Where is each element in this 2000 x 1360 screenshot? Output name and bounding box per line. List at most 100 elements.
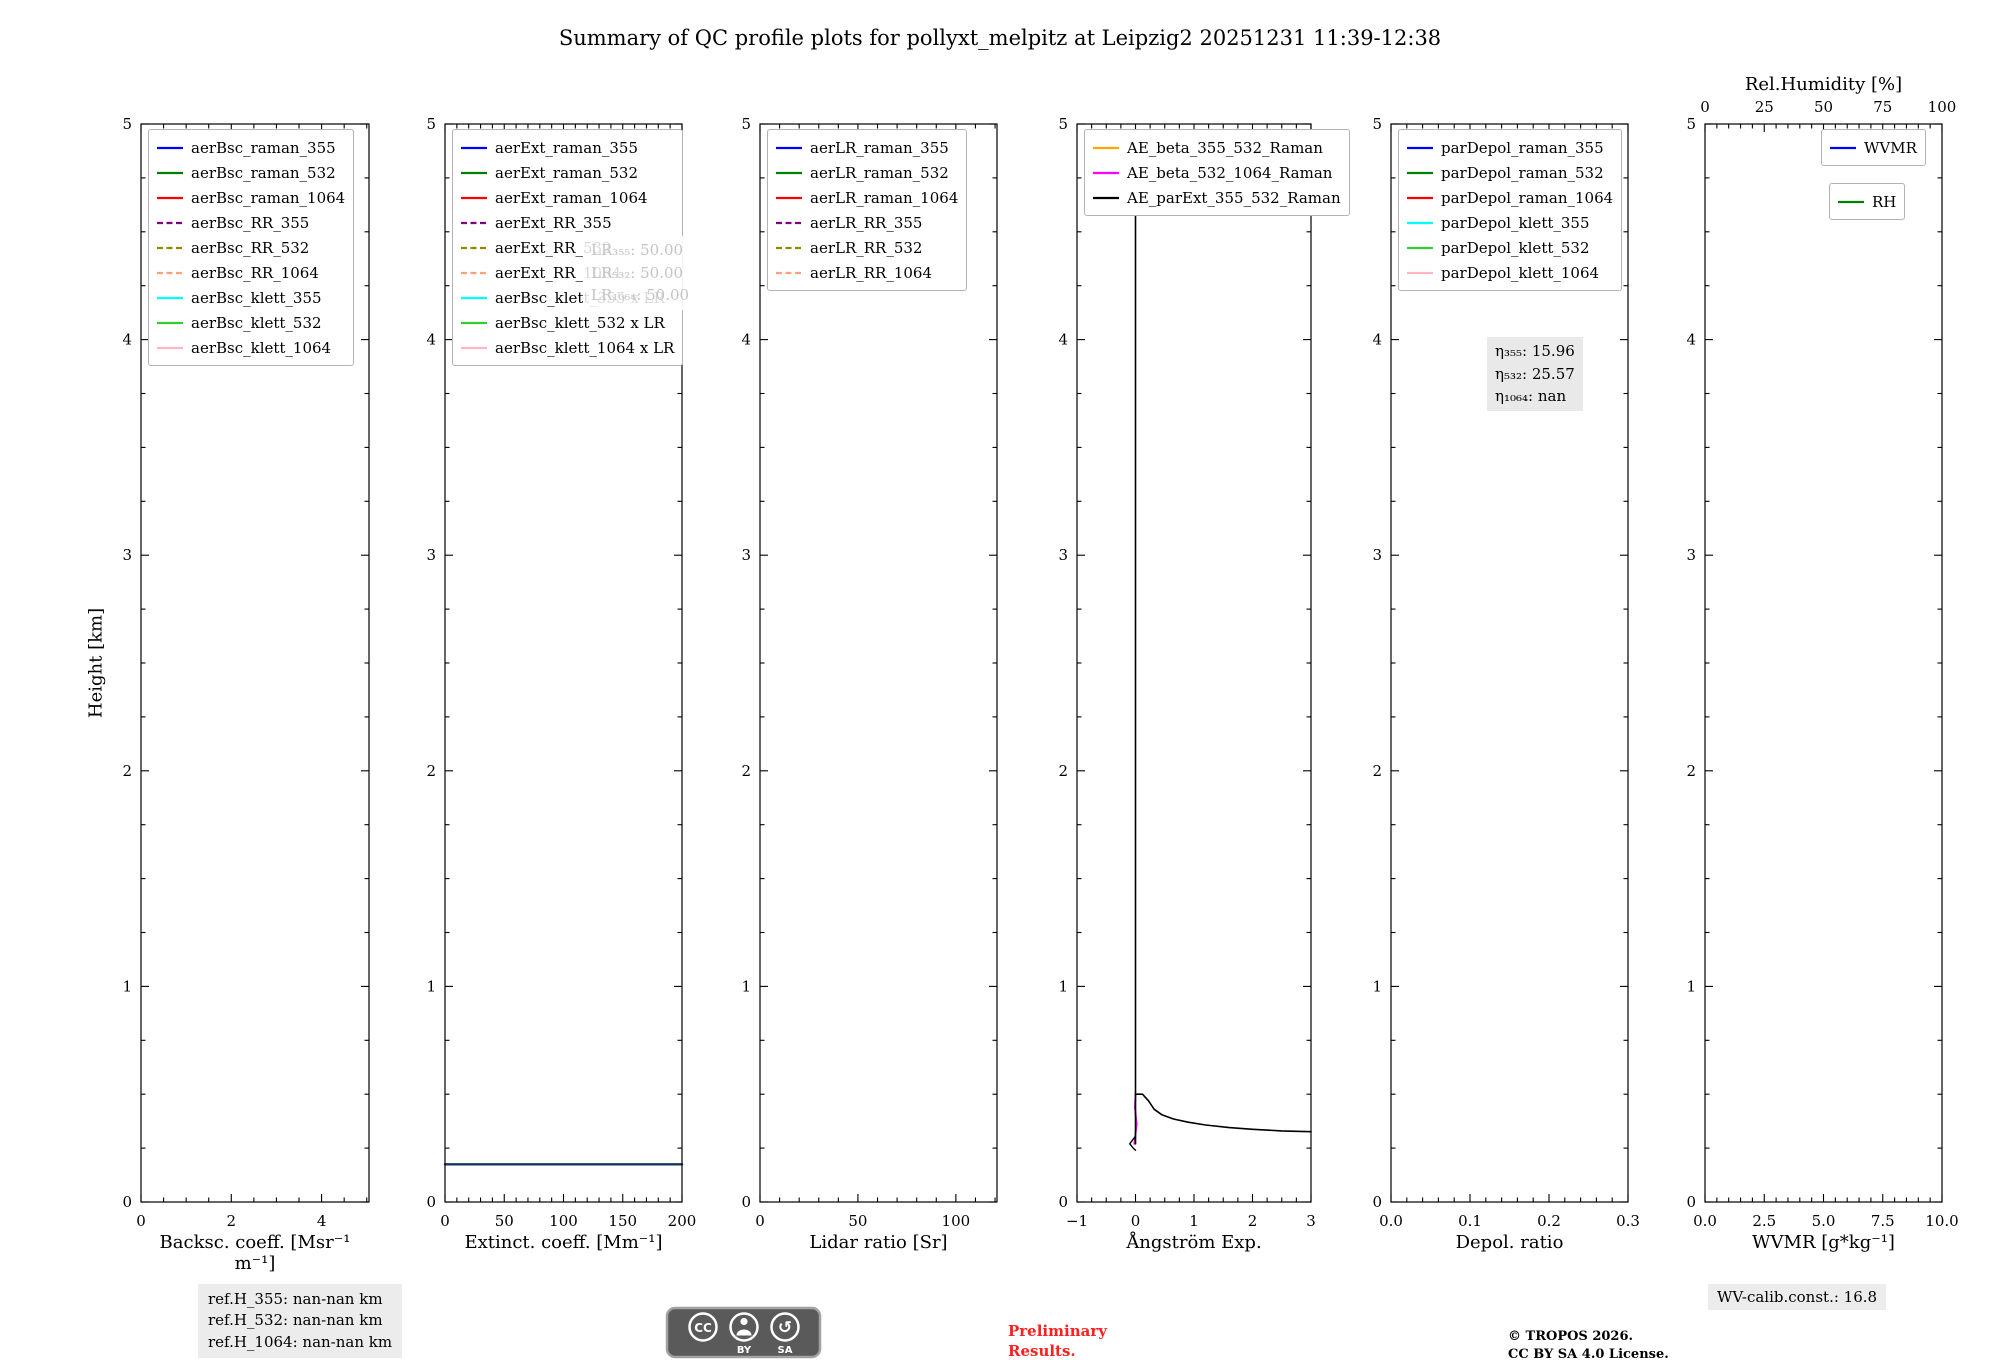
legend-line-swatch: [1407, 196, 1433, 199]
svg-text:0.2: 0.2: [1537, 1212, 1561, 1230]
legend-label: AE_beta_355_532_Raman: [1127, 138, 1323, 157]
svg-text:50: 50: [848, 1212, 867, 1230]
svg-text:5: 5: [426, 115, 436, 133]
svg-text:0.0: 0.0: [1693, 1212, 1717, 1230]
xlabel-angstrom: Ångström Exp.: [1126, 1232, 1262, 1253]
svg-text:1: 1: [1058, 977, 1068, 995]
svg-text:3: 3: [741, 546, 751, 564]
svg-text:5.0: 5.0: [1812, 1212, 1836, 1230]
svg-text:0: 0: [755, 1212, 765, 1230]
preliminary-results-note: Preliminary Results.: [1008, 1322, 1107, 1360]
legend-item: aerBsc_RR_1064: [157, 260, 345, 285]
ref-h-355: ref.H_355: nan-nan km: [208, 1290, 383, 1308]
svg-text:3: 3: [1058, 546, 1068, 564]
svg-text:1: 1: [426, 977, 436, 995]
svg-text:4: 4: [317, 1212, 327, 1230]
legend-label: aerLR_RR_532: [810, 238, 923, 257]
legend-label: aerLR_raman_1064: [810, 188, 959, 207]
svg-text:2: 2: [1372, 762, 1382, 780]
xlabel-depol: Depol. ratio: [1455, 1232, 1564, 1253]
legend-item: aerBsc_klett_355: [157, 285, 345, 310]
legend-item: aerBsc_klett_1064: [157, 335, 345, 360]
legend-line-swatch: [1407, 221, 1433, 224]
AE_parExt_355_532_Raman-blip: [1128, 1135, 1137, 1152]
legend-line-swatch: [776, 146, 802, 149]
legend-label: aerBsc_RR_532: [191, 238, 310, 257]
svg-text:25: 25: [1755, 98, 1774, 116]
legend-label: aerLR_RR_1064: [810, 263, 933, 282]
ref-h-532: ref.H_532: nan-nan km: [208, 1311, 383, 1330]
legend-item: AE_parExt_355_532_Raman: [1093, 185, 1341, 210]
svg-text:10.0: 10.0: [1925, 1212, 1958, 1230]
svg-text:3: 3: [1306, 1212, 1316, 1230]
legend-line-swatch: [1830, 146, 1856, 149]
svg-text:2: 2: [741, 762, 751, 780]
legend-label: aerBsc_klett_1064 x LR: [495, 338, 675, 357]
svg-text:0: 0: [440, 1212, 450, 1230]
legend-panel-5: parDepol_raman_355 parDepol_raman_532 parD…: [1398, 129, 1623, 291]
legend-line-swatch: [157, 196, 183, 199]
legend-line-swatch: [157, 171, 183, 174]
legend-item: aerExt_raman_355: [461, 135, 674, 160]
legend-label: aerExt_raman_532: [495, 163, 638, 182]
svg-text:0.3: 0.3: [1616, 1212, 1640, 1230]
svg-text:1: 1: [1686, 977, 1696, 995]
legend-label: aerLR_RR_355: [810, 213, 923, 232]
svg-text:0: 0: [741, 1193, 751, 1211]
legend-label: aerBsc_klett_1064: [191, 338, 332, 357]
svg-text:4: 4: [1058, 331, 1068, 349]
cc-license-badge: CC ↺ BY SA: [665, 1306, 822, 1360]
legend-line-swatch: [776, 171, 802, 174]
legend-label: aerBsc_klett_532: [191, 313, 322, 332]
legend-panel-6: RH: [1829, 183, 1906, 220]
legend-line-swatch: [157, 146, 183, 149]
legend-item: AE_beta_532_1064_Raman: [1093, 160, 1341, 185]
legend-line-swatch: [1093, 146, 1119, 149]
svg-text:3: 3: [1372, 546, 1382, 564]
legend-label: aerExt_raman_1064: [495, 188, 648, 207]
legend-label: aerBsc_raman_532: [191, 163, 336, 182]
legend-item: aerLR_raman_1064: [776, 185, 958, 210]
svg-text:0: 0: [1372, 1193, 1382, 1211]
legend-item: aerExt_raman_1064: [461, 185, 674, 210]
svg-text:4: 4: [1686, 331, 1696, 349]
legend-line-swatch: [776, 196, 802, 199]
svg-text:0: 0: [1686, 1193, 1696, 1211]
legend-line-swatch: [461, 296, 487, 299]
person-icon: [740, 1317, 748, 1326]
legend-label: parDepol_raman_1064: [1441, 188, 1614, 207]
legend-line-swatch: [157, 321, 183, 324]
legend-item: aerExt_RR_532: [461, 235, 674, 260]
legend-line-swatch: [461, 321, 487, 324]
svg-text:50: 50: [1814, 98, 1833, 116]
legend-item: aerBsc_RR_355: [157, 210, 345, 235]
legend-label: WVMR: [1864, 138, 1917, 157]
legend-line-swatch: [461, 246, 487, 249]
svg-text:3: 3: [122, 546, 132, 564]
svg-text:5: 5: [1058, 115, 1068, 133]
legend-item: parDepol_raman_355: [1407, 135, 1613, 160]
sa-text: SA: [778, 1345, 793, 1356]
svg-text:1: 1: [122, 977, 132, 995]
legend-item: aerLR_raman_355: [776, 135, 958, 160]
svg-text:5: 5: [1686, 115, 1696, 133]
legend-line-swatch: [776, 221, 802, 224]
svg-text:5: 5: [1372, 115, 1382, 133]
svg-text:1: 1: [1372, 977, 1382, 995]
svg-text:2: 2: [227, 1212, 237, 1230]
legend-item: parDepol_raman_1064: [1407, 185, 1613, 210]
legend-label: aerBsc_RR_355: [191, 213, 310, 232]
legend-line-swatch: [1093, 196, 1119, 199]
svg-text:100: 100: [1928, 98, 1957, 116]
legend-label: aerBsc_raman_1064: [191, 188, 346, 207]
legend-item: WVMR: [1830, 135, 1917, 160]
legend-line-swatch: [461, 196, 487, 199]
by-text: BY: [737, 1345, 752, 1356]
sa-arrow-icon: ↺: [778, 1318, 792, 1338]
reference-height-box: ref.H_355: nan-nan km ref.H_532: nan-nan…: [198, 1284, 403, 1358]
svg-text:0: 0: [1700, 98, 1710, 116]
legend-item: aerBsc_raman_355: [157, 135, 345, 160]
svg-text:−1: −1: [1066, 1212, 1088, 1230]
legend-line-swatch: [776, 246, 802, 249]
